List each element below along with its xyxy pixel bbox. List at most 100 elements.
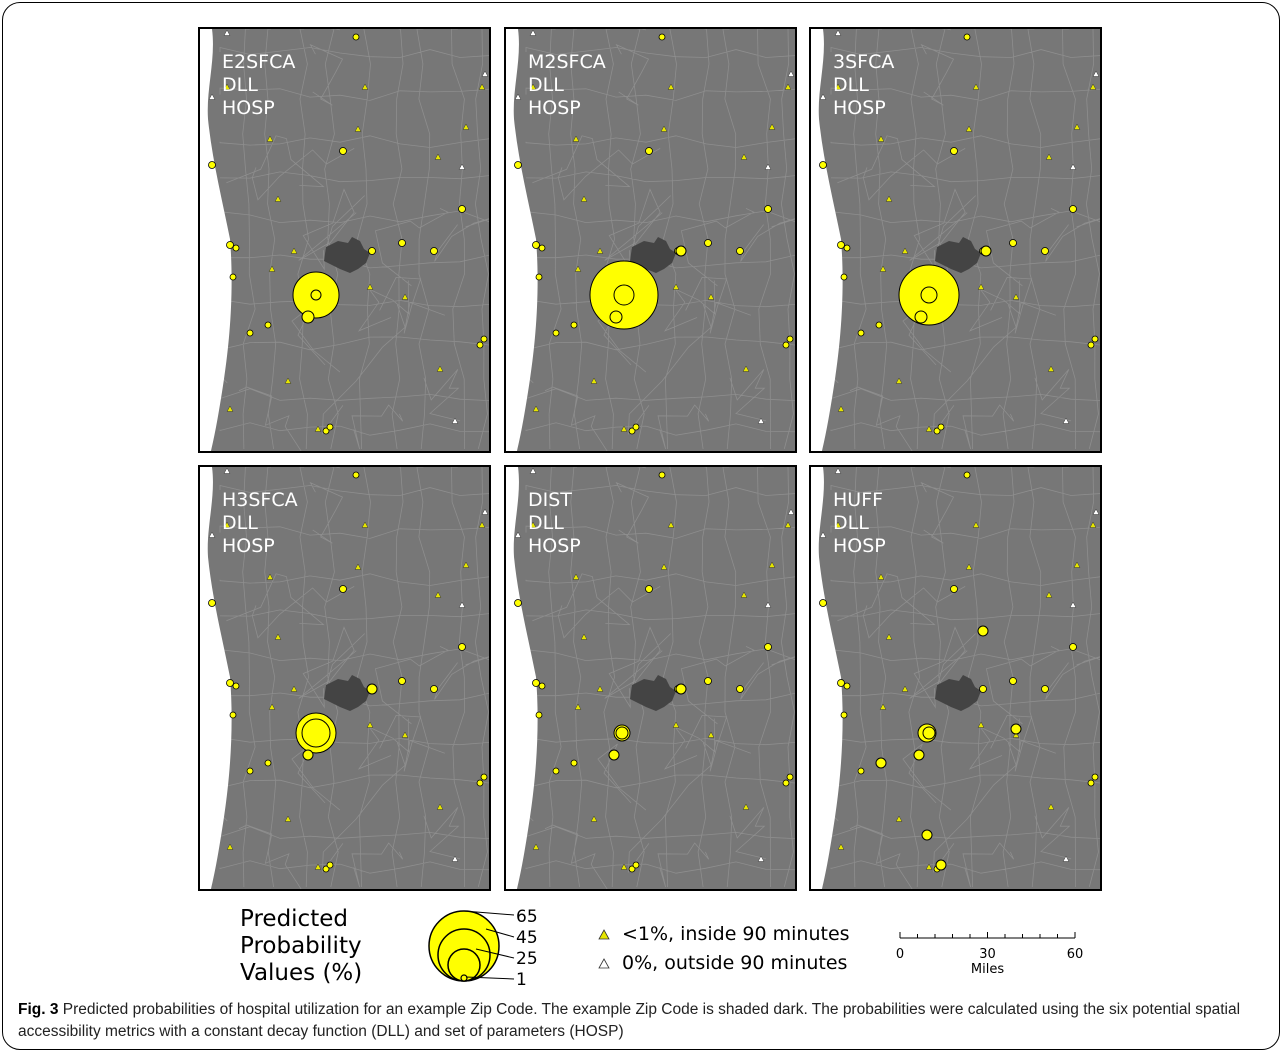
hospital-probability-circle bbox=[914, 310, 928, 324]
hospital-probability-circle bbox=[628, 865, 636, 873]
hospital-inside-90min bbox=[274, 633, 282, 640]
map-background bbox=[506, 29, 795, 451]
map-svg bbox=[200, 467, 489, 889]
panel-title-line: H3SFCA bbox=[222, 489, 298, 511]
hospital-probability-circle bbox=[922, 726, 936, 740]
map-panel-e2sfca: E2SFCA DLL HOSP bbox=[198, 27, 491, 453]
hospital-probability-circle bbox=[1069, 205, 1077, 213]
hospital-inside-90min bbox=[1045, 591, 1053, 598]
hospital-inside-90min bbox=[1073, 561, 1081, 568]
hospital-probability-circle bbox=[208, 599, 216, 607]
hospital-inside-90min bbox=[529, 521, 537, 528]
legend-outside-label: 0%, outside 90 minutes bbox=[622, 952, 848, 974]
scale-label-60: 60 bbox=[1067, 947, 1084, 962]
hospital-inside-90min bbox=[572, 573, 580, 580]
hospital-probability-circle bbox=[658, 33, 666, 41]
hospital-probability-circle bbox=[339, 147, 347, 155]
hospital-probability-circle bbox=[229, 273, 237, 281]
hospital-inside-90min bbox=[436, 803, 444, 810]
hospital-probability-circle bbox=[950, 147, 958, 155]
lake-michigan bbox=[506, 29, 538, 451]
panel-title: H3SFCA DLL HOSP bbox=[222, 489, 298, 558]
hospital-probability-circle bbox=[977, 625, 989, 637]
hospital-probability-circle bbox=[264, 759, 272, 767]
hospital-probability-circle bbox=[480, 773, 488, 781]
lake-michigan bbox=[200, 29, 232, 451]
legend-title-line: Predicted bbox=[240, 906, 348, 932]
hospital-probability-circle bbox=[704, 677, 712, 685]
hospital-inside-90min bbox=[885, 633, 893, 640]
hospital-probability-circle bbox=[782, 341, 790, 349]
hospital-inside-90min bbox=[1045, 153, 1053, 160]
hospital-probability-circle bbox=[476, 341, 484, 349]
hospital-inside-90min bbox=[572, 135, 580, 142]
hospital-inside-90min bbox=[977, 721, 985, 728]
hospital-probability-circle bbox=[232, 244, 240, 252]
panel-title: E2SFCA DLL HOSP bbox=[222, 51, 295, 120]
example-zip-code bbox=[630, 237, 676, 273]
hospital-probability-circle bbox=[819, 161, 827, 169]
hospital-probability-circle bbox=[950, 585, 958, 593]
hospital-inside-90min bbox=[620, 425, 628, 432]
size-legend-label: 25 bbox=[516, 949, 538, 969]
hospital-inside-90min bbox=[707, 293, 715, 300]
panel-title: 3SFCA DLL HOSP bbox=[833, 51, 894, 120]
hospital-probability-circle bbox=[246, 329, 254, 337]
panel-title-line: HOSP bbox=[833, 97, 886, 119]
hospital-probability-circle bbox=[226, 241, 234, 249]
size-legend-circle-1 bbox=[460, 974, 468, 982]
hospital-probability-circle bbox=[837, 679, 845, 687]
hospital-outside-90min bbox=[481, 70, 489, 77]
hospital-outside-90min bbox=[1062, 417, 1070, 424]
panel-title-line: 3SFCA bbox=[833, 51, 895, 73]
panel-title-line: E2SFCA bbox=[222, 51, 296, 73]
example-zip-code bbox=[324, 675, 370, 711]
hospital-outside-90min bbox=[757, 417, 765, 424]
hospital-inside-90min bbox=[266, 135, 274, 142]
hospital-inside-90min bbox=[837, 405, 845, 412]
hospital-probability-circle bbox=[398, 239, 406, 247]
hospital-probability-circle bbox=[476, 779, 484, 787]
hospital-probability-circle bbox=[843, 244, 851, 252]
hospital-probability-circle bbox=[921, 829, 933, 841]
hospital-probability-circle bbox=[366, 683, 378, 695]
size-legend-label: 45 bbox=[516, 928, 538, 948]
hospital-inside-90min bbox=[972, 83, 980, 90]
hospital-inside-90min bbox=[707, 731, 715, 738]
hospital-probability-circle bbox=[857, 767, 865, 775]
panel-title-line: HOSP bbox=[222, 97, 275, 119]
hospital-probability-circle bbox=[658, 471, 666, 479]
panel-title-line: HOSP bbox=[833, 535, 886, 557]
map-svg bbox=[811, 29, 1100, 451]
hospital-outside-90min bbox=[1092, 70, 1100, 77]
hospital-inside-90min bbox=[901, 247, 909, 254]
hospital-probability-circle bbox=[613, 284, 635, 306]
hospital-probability-circle bbox=[675, 245, 687, 257]
hospital-probability-circle bbox=[535, 711, 543, 719]
hospital-outside-90min bbox=[451, 417, 459, 424]
hospital-outside-90min bbox=[1069, 163, 1077, 170]
hospital-outside-90min bbox=[458, 601, 466, 608]
hospital-outside-90min bbox=[757, 855, 765, 862]
size-legend: 65 45 25 1 bbox=[428, 907, 538, 988]
hospital-inside-90min bbox=[529, 83, 537, 90]
legend-title-line: Values (%) bbox=[240, 960, 363, 986]
hospital-probability-circle bbox=[645, 147, 653, 155]
hospital-probability-circle bbox=[301, 718, 331, 748]
hospital-probability-circle bbox=[430, 685, 438, 693]
zip-boundaries bbox=[811, 467, 1100, 889]
hospital-probability-circle bbox=[875, 757, 887, 769]
zip-boundaries bbox=[506, 467, 795, 889]
hospital-probability-circle bbox=[764, 205, 772, 213]
hospital-probability-circle bbox=[301, 310, 315, 324]
hospital-probability-circle bbox=[1087, 779, 1095, 787]
hospital-probability-circle bbox=[302, 749, 314, 761]
hospital-inside-90min bbox=[361, 521, 369, 528]
hospital-probability-circle bbox=[840, 273, 848, 281]
map-background bbox=[200, 29, 489, 451]
hospital-inside-90min bbox=[925, 425, 933, 432]
hospital-probability-circle bbox=[310, 289, 322, 301]
hospital-inside-90min bbox=[1047, 365, 1055, 372]
hospital-probability-circle bbox=[819, 599, 827, 607]
hospital-inside-90min bbox=[226, 843, 234, 850]
